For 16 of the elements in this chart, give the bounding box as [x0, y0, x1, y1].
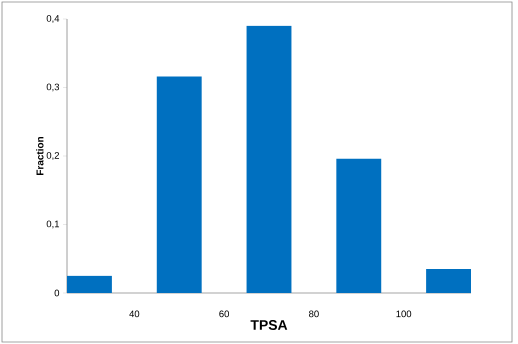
bar — [246, 26, 292, 293]
bar — [67, 276, 112, 293]
bar — [156, 76, 202, 293]
y-tick-label: 0,2 — [46, 152, 60, 160]
x-axis-title: TPSA — [250, 320, 288, 330]
y-tick-label: 0,1 — [46, 220, 60, 228]
x-tick-label: 100 — [396, 310, 412, 318]
y-axis-title: Fraction — [36, 136, 44, 175]
x-tick-label: 80 — [309, 310, 319, 318]
y-tick-label: 0 — [54, 290, 60, 296]
bar — [336, 158, 382, 293]
x-tick-label: 40 — [129, 310, 140, 318]
x-tick-label: 60 — [219, 310, 230, 318]
y-tick-label: 0,4 — [46, 15, 60, 23]
y-tick-label: 0,3 — [46, 84, 60, 92]
bar — [426, 269, 471, 293]
